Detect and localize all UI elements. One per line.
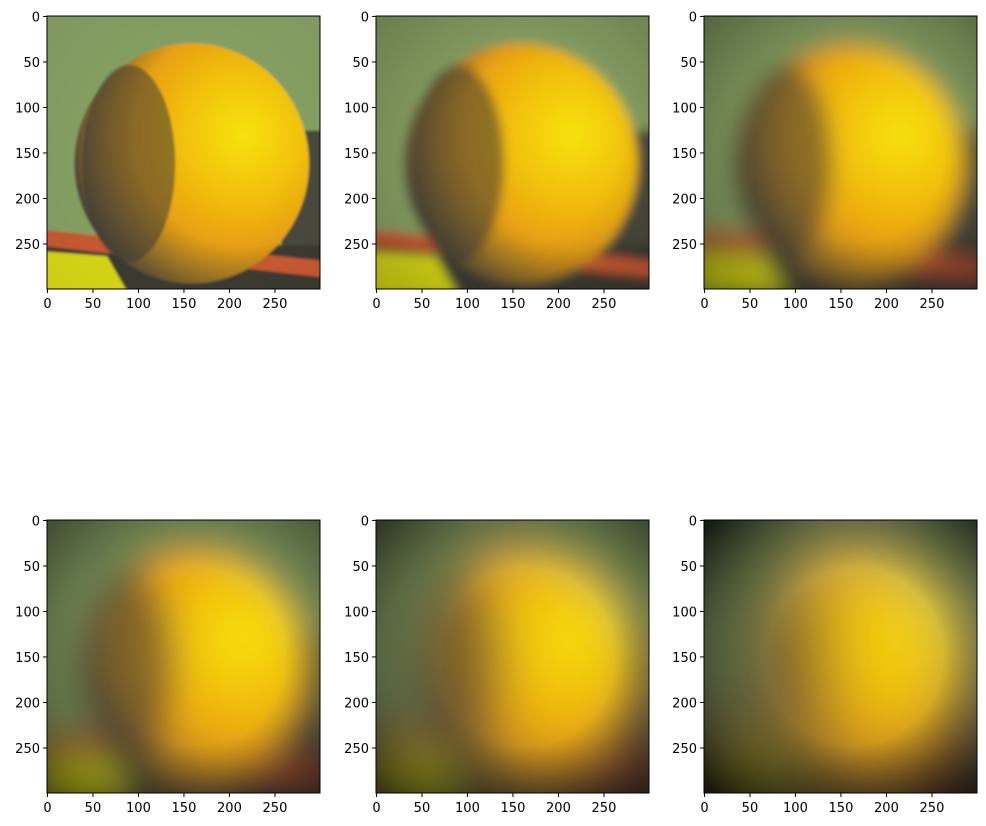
- y-tick-label: 200: [672, 696, 697, 711]
- x-tick-label: 100: [783, 297, 808, 312]
- x-tick-label: 0: [372, 297, 380, 312]
- orange-photo-blur-level-4: [47, 520, 320, 793]
- x-tick-label: 0: [43, 801, 51, 816]
- x-tick-label: 200: [546, 801, 571, 816]
- image-panel-5: 0 50 100 150 200 250 0 50 100 150 200 250: [344, 514, 650, 816]
- image-panel-3: 0 50 100 150 200 250 0 50 100 150 200 250: [672, 10, 978, 312]
- x-tick-label: 150: [172, 801, 197, 816]
- orange-photo-blur-level-1: [47, 16, 320, 289]
- y-tick-label: 50: [352, 56, 369, 71]
- x-tick-label: 250: [263, 801, 288, 816]
- y-tick-label: 250: [672, 238, 697, 253]
- x-tick-label: 0: [43, 297, 51, 312]
- image-panel-1: 0 50 100 150 200 250 0 50 100 150 200 250: [15, 10, 321, 312]
- x-tick-label: 150: [829, 801, 854, 816]
- x-tick-label: 100: [455, 801, 480, 816]
- y-tick-label: 50: [23, 56, 40, 71]
- y-tick-label: 200: [344, 192, 369, 207]
- y-tick-label: 250: [344, 238, 369, 253]
- image-panel-6: 0 50 100 150 200 250 0 50 100 150 200 250: [672, 514, 978, 816]
- y-tick-label: 250: [15, 742, 40, 757]
- x-tick-label: 0: [372, 801, 380, 816]
- y-tick-label: 200: [344, 696, 369, 711]
- y-tick-label: 150: [15, 147, 40, 162]
- y-tick-label: 0: [361, 10, 369, 25]
- x-tick-label: 150: [501, 801, 526, 816]
- y-tick-label: 250: [15, 238, 40, 253]
- orange-photo-blur-level-6: [704, 520, 977, 793]
- x-tick-label: 200: [546, 297, 571, 312]
- y-tick-label: 250: [672, 742, 697, 757]
- x-tick-label: 250: [920, 801, 945, 816]
- y-tick-label: 150: [344, 651, 369, 666]
- y-tick-label: 100: [15, 605, 40, 620]
- x-tick-label: 0: [700, 297, 708, 312]
- y-tick-label: 0: [32, 514, 40, 529]
- y-tick-label: 50: [680, 56, 697, 71]
- y-tick-label: 50: [680, 560, 697, 575]
- y-tick-label: 150: [672, 651, 697, 666]
- x-tick-label: 100: [126, 801, 151, 816]
- orange-photo-blur-level-3: [704, 16, 977, 289]
- x-tick-label: 200: [874, 297, 899, 312]
- y-tick-label: 0: [689, 10, 697, 25]
- x-tick-label: 150: [501, 297, 526, 312]
- x-tick-label: 100: [783, 801, 808, 816]
- orange-photo-blur-level-5: [376, 520, 649, 793]
- y-tick-label: 200: [672, 192, 697, 207]
- y-tick-label: 150: [344, 147, 369, 162]
- y-tick-label: 100: [15, 101, 40, 116]
- x-tick-label: 250: [920, 297, 945, 312]
- y-tick-label: 150: [672, 147, 697, 162]
- x-tick-label: 100: [126, 297, 151, 312]
- y-tick-label: 100: [672, 605, 697, 620]
- x-tick-label: 150: [172, 297, 197, 312]
- y-tick-label: 200: [15, 696, 40, 711]
- x-tick-label: 50: [742, 297, 759, 312]
- y-tick-label: 250: [344, 742, 369, 757]
- x-tick-label: 50: [85, 801, 102, 816]
- x-tick-label: 200: [874, 801, 899, 816]
- x-tick-label: 250: [592, 297, 617, 312]
- x-tick-label: 200: [217, 801, 242, 816]
- y-tick-label: 50: [23, 560, 40, 575]
- x-tick-label: 200: [217, 297, 242, 312]
- x-tick-label: 50: [85, 297, 102, 312]
- x-tick-label: 100: [455, 297, 480, 312]
- image-panel-4: 0 50 100 150 200 250 0 50 100 150 200 250: [15, 514, 321, 816]
- x-tick-label: 0: [700, 801, 708, 816]
- y-tick-label: 100: [344, 605, 369, 620]
- y-tick-label: 0: [361, 514, 369, 529]
- y-tick-label: 100: [672, 101, 697, 116]
- image-panel-2: 0 50 100 150 200 250 0 50 100 150 200 250: [344, 10, 650, 312]
- y-tick-label: 200: [15, 192, 40, 207]
- x-tick-label: 50: [742, 801, 759, 816]
- y-tick-label: 0: [689, 514, 697, 529]
- y-tick-label: 100: [344, 101, 369, 116]
- y-tick-label: 150: [15, 651, 40, 666]
- y-tick-label: 0: [32, 10, 40, 25]
- x-tick-label: 150: [829, 297, 854, 312]
- orange-photo-blur-level-2: [376, 16, 649, 289]
- x-tick-label: 50: [414, 801, 431, 816]
- x-tick-label: 250: [263, 297, 288, 312]
- x-tick-label: 50: [414, 297, 431, 312]
- x-tick-label: 250: [592, 801, 617, 816]
- y-tick-label: 50: [352, 560, 369, 575]
